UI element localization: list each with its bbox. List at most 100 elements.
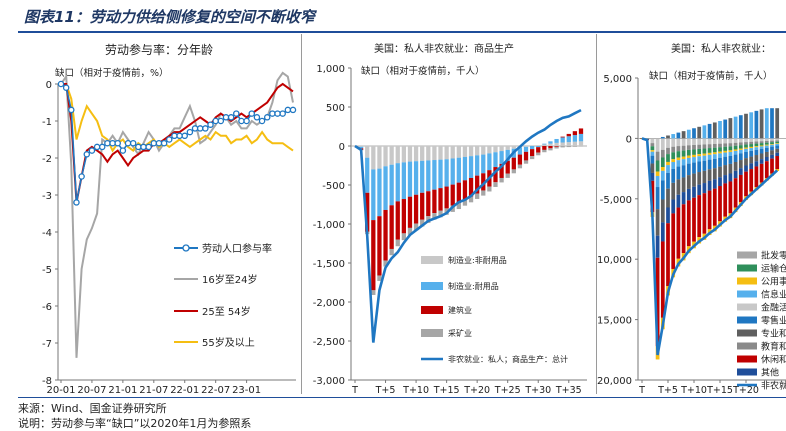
bar-segment (697, 156, 701, 161)
bar-segment (548, 144, 552, 146)
bar-segment (723, 138, 727, 143)
x-tick-label: 22-01 (170, 385, 199, 395)
bar-segment (475, 146, 479, 155)
bar-segment (775, 108, 779, 138)
bar-segment (666, 148, 670, 154)
chart-title: 美国：私人非农就业： (671, 42, 771, 55)
bar-segment (377, 169, 381, 217)
data-point (213, 118, 218, 123)
bar-segment (687, 130, 691, 139)
bar-segment (713, 154, 717, 159)
bar-segment (561, 137, 565, 138)
bar-segment (457, 158, 461, 183)
x-tick-label: T+5 (657, 385, 678, 395)
bar-segment (687, 164, 691, 175)
bar-segment (697, 195, 701, 237)
bar-segment (396, 146, 400, 163)
chart-unit-label: 缺口（相对于疫情前，千人） (361, 65, 485, 77)
bar-segment (734, 143, 738, 146)
bar-segment (554, 147, 558, 149)
bar-segment (493, 146, 497, 152)
legend-label: 非农就业：私人；商品生产：总计 (448, 354, 568, 364)
bar-segment (666, 138, 670, 147)
legend-label: 劳动人口参与率 (202, 242, 272, 255)
bar-segment (708, 169, 712, 181)
legend-swatch (421, 256, 443, 264)
bar-segment (463, 180, 467, 200)
bar-segment (524, 146, 528, 147)
legend-label: 批发零 (761, 250, 786, 262)
bar-segment (499, 151, 503, 164)
x-tick-label: T+25 (494, 385, 521, 395)
y-tick-label: -1 (42, 117, 52, 128)
legend-swatch (737, 356, 757, 363)
y-tick-label: -5,000 (600, 195, 632, 206)
bar-segment (677, 151, 681, 157)
bar-segment (718, 186, 722, 221)
data-point (244, 118, 249, 123)
bar-segment (692, 198, 696, 242)
bar-segment (682, 159, 686, 165)
bar-segment (396, 163, 400, 201)
data-point (74, 200, 79, 205)
data-point (198, 126, 203, 131)
data-point (239, 118, 244, 123)
bar-segment (365, 158, 369, 193)
legend-marker (183, 245, 189, 251)
source-note: 来源：Wind、国金证券研究所 (18, 400, 167, 416)
x-tick-label: T+20 (732, 385, 759, 395)
bar-segment (739, 153, 743, 160)
bar-segment (396, 240, 400, 247)
bar-segment (708, 138, 712, 144)
bar-segment (765, 157, 769, 161)
bar-segment (734, 178, 738, 207)
bar-segment (677, 208, 681, 259)
bar-segment (729, 138, 733, 143)
data-point (141, 144, 146, 149)
bar-segment (463, 146, 467, 157)
data-point (208, 122, 213, 127)
bar-segment (677, 179, 681, 194)
bar-segment (390, 146, 394, 165)
bar-segment (734, 151, 738, 155)
y-tick-label: -2 (42, 154, 52, 165)
x-tick-label: T+15 (706, 385, 733, 395)
bar-segment (666, 154, 670, 162)
legend-swatch (737, 291, 757, 298)
bar-segment (723, 153, 727, 157)
legend-swatch (737, 252, 757, 259)
bar-segment (765, 108, 769, 138)
bar-segment (739, 150, 743, 153)
x-tick-label: T (638, 385, 645, 395)
bar-segment (444, 146, 448, 159)
bar-segment (432, 146, 436, 160)
bar-segment (402, 199, 406, 233)
bar-segment (749, 138, 753, 141)
y-tick-label: -3 (42, 191, 52, 202)
bar-segment (666, 162, 670, 165)
bar-segment (703, 144, 707, 148)
bar-segment (775, 143, 779, 144)
bar-segment (671, 138, 675, 146)
bar-segment (703, 154, 707, 156)
data-point (58, 81, 63, 86)
bar-segment (697, 149, 701, 154)
bar-segment (481, 146, 485, 155)
bar-segment (542, 144, 546, 145)
bar-segment (755, 138, 759, 141)
bar-segment (671, 162, 675, 169)
data-point (290, 107, 295, 112)
bar-segment (682, 165, 686, 177)
bar-segment (775, 142, 779, 144)
bar-segment (760, 159, 764, 164)
bar-segment (666, 173, 670, 189)
bar-segment (666, 189, 670, 208)
bar-segment (723, 183, 727, 216)
bar-segment (661, 180, 665, 199)
bar-segment (661, 137, 665, 138)
bar-segment (734, 146, 738, 150)
legend-label: 信息业 (761, 289, 786, 301)
x-tick-label: T+20 (463, 385, 490, 395)
bar-segment (729, 150, 733, 152)
bar-segment (770, 159, 774, 174)
